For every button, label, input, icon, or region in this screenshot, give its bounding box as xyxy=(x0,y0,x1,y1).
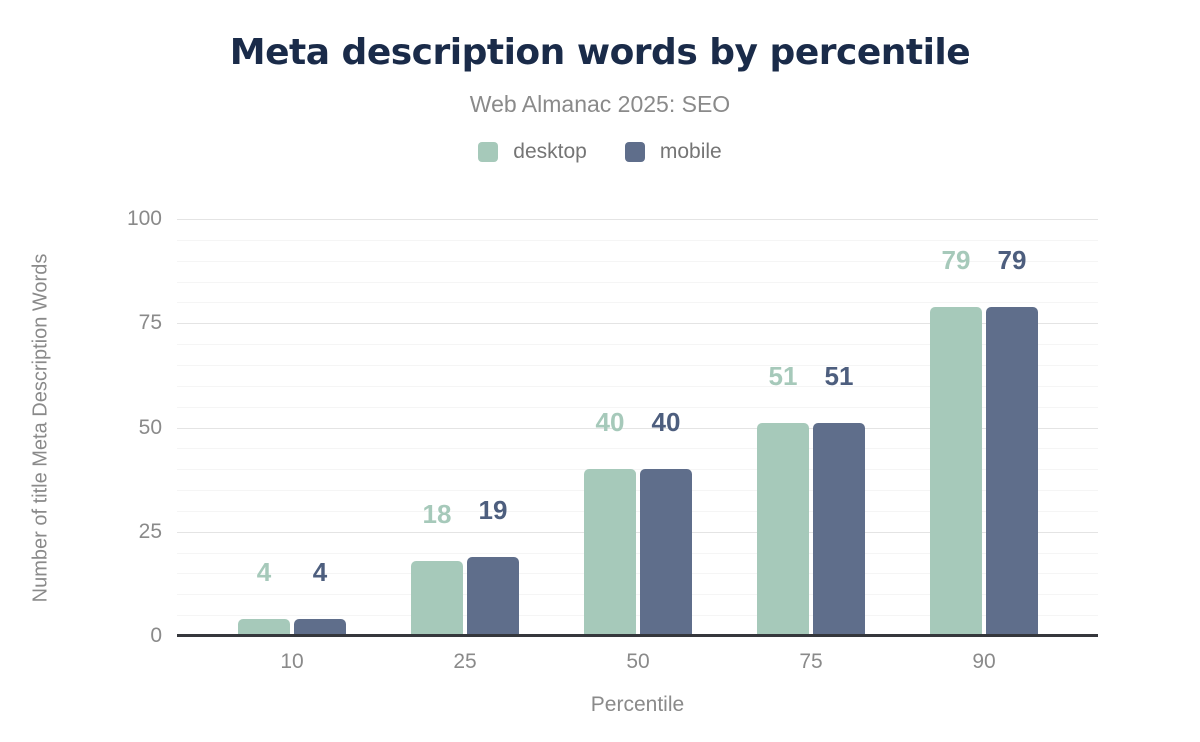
bar-mobile-p75[interactable] xyxy=(813,423,865,636)
bar-desktop-p90[interactable] xyxy=(930,306,982,636)
legend-item-mobile: mobile xyxy=(624,140,722,164)
minor-gridline-95 xyxy=(177,239,1098,241)
x-tick-label-90: 90 xyxy=(972,650,996,673)
bar-mobile-p90[interactable] xyxy=(986,306,1038,636)
y-tick-label-0: 0 xyxy=(150,624,162,647)
x-axis-title: Percentile xyxy=(590,693,685,716)
x-tick-label-10: 10 xyxy=(280,650,304,673)
major-gridline-25 xyxy=(177,531,1098,533)
value-label-mobile-p25: 19 xyxy=(478,494,508,525)
y-tick-label-100: 100 xyxy=(126,207,162,230)
legend-swatch-mobile xyxy=(624,142,645,162)
legend-swatch-desktop xyxy=(478,142,499,162)
x-tick-label-75: 75 xyxy=(799,650,823,673)
minor-gridline-10 xyxy=(177,594,1098,596)
y-tick-label-25: 25 xyxy=(138,519,162,543)
minor-gridline-30 xyxy=(177,510,1098,512)
minor-gridline-45 xyxy=(177,448,1098,450)
major-gridline-75 xyxy=(177,323,1098,325)
legend-label-mobile: mobile xyxy=(659,140,722,163)
minor-gridline-80 xyxy=(177,302,1098,304)
x-tick-label-25: 25 xyxy=(453,650,477,673)
value-label-desktop-p10: 4 xyxy=(256,557,272,588)
page-subtitle: Web Almanac 2025: SEO xyxy=(469,91,731,117)
bar-desktop-p75[interactable] xyxy=(757,423,809,636)
value-label-desktop-p90: 79 xyxy=(941,244,971,275)
minor-gridline-20 xyxy=(177,552,1098,554)
minor-gridline-35 xyxy=(177,490,1098,492)
minor-gridline-60 xyxy=(177,385,1098,387)
minor-gridline-55 xyxy=(177,406,1098,408)
bar-desktop-p50[interactable] xyxy=(584,469,636,636)
value-label-mobile-p75: 51 xyxy=(824,361,854,392)
value-label-mobile-p90: 79 xyxy=(997,244,1027,275)
value-label-mobile-p10: 4 xyxy=(312,557,328,588)
value-label-desktop-p25: 18 xyxy=(422,498,452,529)
bar-desktop-p10[interactable] xyxy=(238,619,290,636)
y-tick-label-75: 75 xyxy=(138,311,162,335)
major-gridline-100 xyxy=(177,219,1098,220)
minor-gridline-5 xyxy=(177,615,1098,617)
minor-gridline-15 xyxy=(177,573,1098,575)
bar-mobile-p50[interactable] xyxy=(640,469,692,636)
legend-label-desktop: desktop xyxy=(513,140,587,163)
value-label-desktop-p75: 51 xyxy=(768,361,798,392)
bar-desktop-p25[interactable] xyxy=(411,560,463,636)
minor-gridline-85 xyxy=(177,281,1098,283)
bar-mobile-p25[interactable] xyxy=(467,556,519,636)
legend-item-desktop: desktop xyxy=(478,140,587,164)
x-axis-line xyxy=(177,634,1098,637)
minor-gridline-65 xyxy=(177,364,1098,366)
minor-gridline-70 xyxy=(177,344,1098,346)
bar-mobile-p10[interactable] xyxy=(294,619,346,636)
minor-gridline-90 xyxy=(177,260,1098,262)
y-tick-label-50: 50 xyxy=(138,415,162,439)
x-tick-label-50: 50 xyxy=(626,650,650,673)
y-axis-title-text: Number of title Meta Description Words xyxy=(29,253,52,603)
value-label-mobile-p50: 40 xyxy=(651,407,681,438)
value-label-desktop-p50: 40 xyxy=(595,407,625,438)
major-gridline-50 xyxy=(177,427,1098,429)
page-title: Meta description words by percentile xyxy=(229,32,971,73)
legend: desktop mobile xyxy=(0,140,1200,164)
chart-plot: 0 25 50 75 100 4 4 10 18 19 25 40 40 50 51 51 75 79 79 90 xyxy=(127,207,1098,673)
minor-gridline-40 xyxy=(177,469,1098,471)
